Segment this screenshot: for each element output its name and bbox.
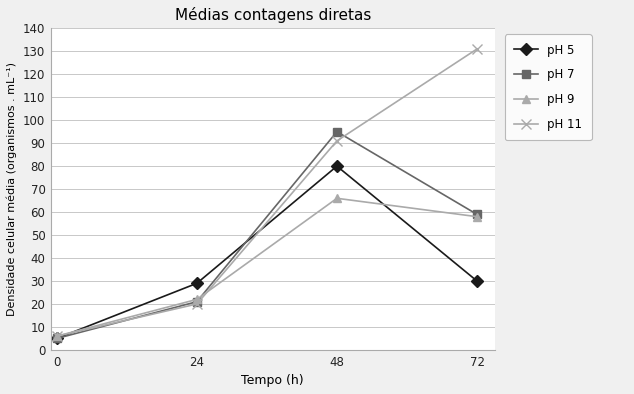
pH 5 [473, 279, 481, 283]
pH 7 [473, 212, 481, 217]
pH 9 [473, 214, 481, 219]
pH 5 [53, 336, 61, 341]
Line: pH 11: pH 11 [52, 44, 482, 341]
Title: Médias contagens diretas: Médias contagens diretas [174, 7, 371, 23]
pH 11 [333, 139, 340, 143]
pH 5 [333, 164, 340, 169]
pH 11 [473, 46, 481, 51]
pH 9 [333, 196, 340, 201]
pH 7 [193, 299, 200, 304]
Legend: pH 5, pH 7, pH 9, pH 11: pH 5, pH 7, pH 9, pH 11 [505, 34, 592, 141]
pH 11 [193, 302, 200, 307]
pH 11 [53, 334, 61, 338]
Line: pH 5: pH 5 [53, 162, 481, 343]
Y-axis label: Densidade celular média (organismos . mL⁻¹): Densidade celular média (organismos . mL… [7, 62, 18, 316]
X-axis label: Tempo (h): Tempo (h) [242, 374, 304, 387]
pH 9 [53, 334, 61, 338]
pH 5 [193, 281, 200, 286]
pH 9 [193, 297, 200, 302]
pH 7 [53, 336, 61, 341]
pH 7 [333, 129, 340, 134]
Line: pH 9: pH 9 [53, 194, 481, 340]
Line: pH 7: pH 7 [53, 128, 481, 343]
